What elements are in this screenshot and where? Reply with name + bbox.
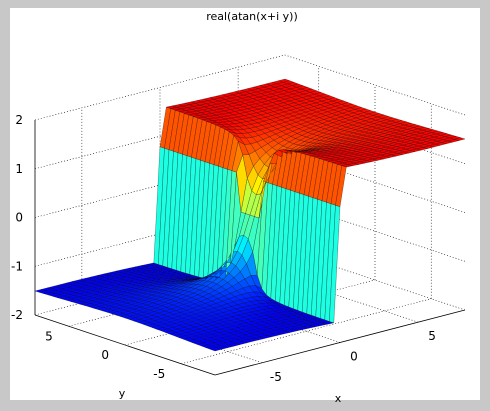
z-tick-label: 2 <box>15 113 23 127</box>
z-tick-label: -2 <box>11 308 23 322</box>
x-tick-label: 5 <box>428 329 436 343</box>
z-tick-label: -1 <box>11 259 23 273</box>
axis-line-x <box>214 309 466 376</box>
surface-patch <box>453 137 466 141</box>
surface-mesh <box>34 78 466 352</box>
floor-grid-y <box>181 298 432 365</box>
y-tick-label: -5 <box>153 367 165 381</box>
x-tick-label: -5 <box>270 370 282 384</box>
x-tick-label: 0 <box>350 350 358 364</box>
y-tick-label: 0 <box>101 348 109 362</box>
back-grid-z <box>34 54 286 121</box>
axis-ticks: -2 -1 0 1 2 -5 0 5 -5 0 5 <box>11 113 436 384</box>
x-axis-label: x <box>335 392 342 405</box>
chart-title: real(atan(x+i y)) <box>206 10 298 23</box>
axis-line-y <box>34 314 216 376</box>
y-tick-label: 5 <box>45 329 53 343</box>
z-tick-label: 1 <box>15 162 23 176</box>
back-grid-z <box>34 103 286 170</box>
y-axis-label: y <box>119 387 126 400</box>
z-tick-label: 0 <box>15 211 23 225</box>
